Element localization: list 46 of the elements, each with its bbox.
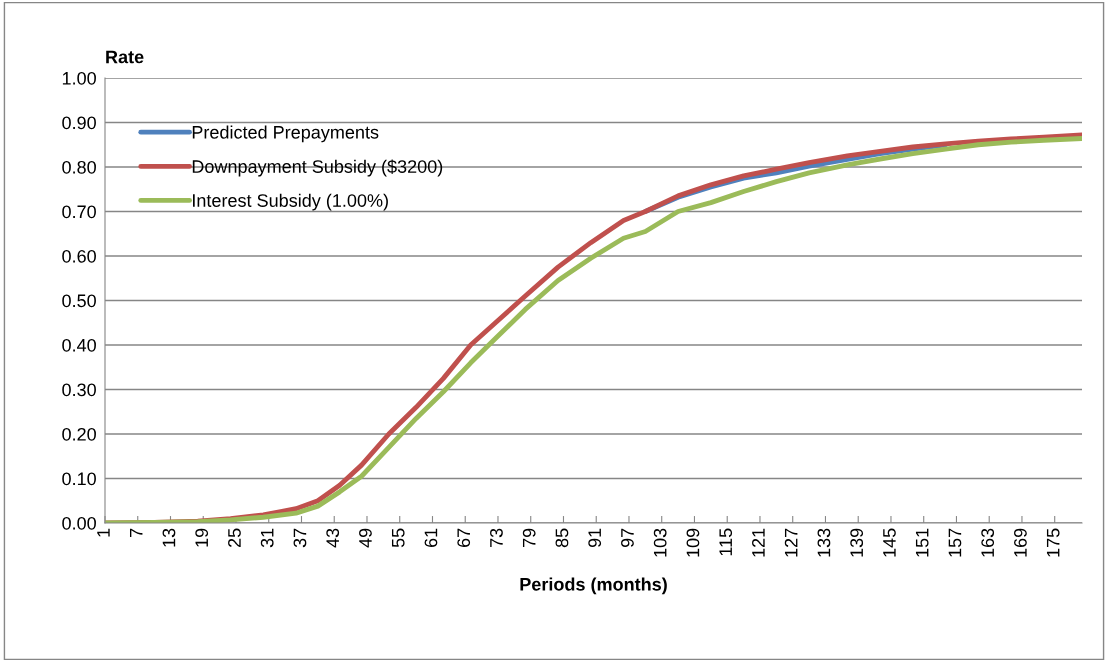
x-tick-label: 175 bbox=[1046, 528, 1060, 557]
x-tick-label: 37 bbox=[293, 528, 307, 548]
x-tick-label: 103 bbox=[653, 528, 667, 557]
x-tick-label: 79 bbox=[522, 528, 536, 548]
x-tick-label: 19 bbox=[195, 528, 209, 547]
x-tick-label: 115 bbox=[719, 528, 733, 556]
x-tick-label: 13 bbox=[162, 528, 176, 547]
y-tick-label: 1.00 bbox=[62, 71, 96, 85]
x-tick-label: 67 bbox=[457, 528, 471, 548]
x-tick-label: 7 bbox=[130, 528, 143, 537]
x-tick-label: 109 bbox=[686, 528, 700, 557]
y-tick-label: 0.10 bbox=[62, 472, 96, 486]
x-tick-label: 1 bbox=[97, 528, 110, 537]
x-axis-title: Periods (months) bbox=[520, 577, 667, 595]
x-tick-label: 157 bbox=[948, 528, 962, 557]
legend-label: Predicted Prepayments bbox=[192, 125, 379, 143]
y-tick-label: 0.50 bbox=[62, 294, 96, 308]
x-tick-label: 91 bbox=[588, 528, 602, 548]
x-tick-label: 55 bbox=[391, 528, 405, 548]
x-tick-label: 121 bbox=[752, 528, 765, 557]
y-tick-label: 0.20 bbox=[62, 427, 96, 441]
x-tick-label: 43 bbox=[326, 528, 340, 548]
y-tick-label: 0.00 bbox=[62, 516, 96, 530]
x-tick-label: 139 bbox=[850, 528, 864, 557]
y-tick-label: 0.70 bbox=[62, 205, 96, 219]
legend-label: Interest Subsidy (1.00%) bbox=[193, 193, 388, 211]
y-axis-title: Rate bbox=[106, 50, 144, 64]
x-tick-label: 31 bbox=[260, 528, 274, 548]
x-tick-label: 73 bbox=[490, 528, 503, 548]
x-tick-label: 85 bbox=[555, 528, 569, 548]
y-tick-label: 0.90 bbox=[62, 116, 96, 130]
x-tick-label: 49 bbox=[359, 528, 372, 548]
x-tick-label: 133 bbox=[817, 528, 831, 557]
legend-label: Downpayment Subsidy ($3200) bbox=[192, 159, 443, 177]
x-tick-label: 163 bbox=[981, 528, 995, 557]
y-tick-label: 0.30 bbox=[62, 383, 96, 397]
x-tick-label: 25 bbox=[228, 528, 241, 548]
y-tick-label: 0.60 bbox=[62, 249, 96, 263]
x-tick-label: 127 bbox=[784, 528, 798, 557]
y-tick-label: 0.40 bbox=[62, 338, 96, 352]
x-tick-label: 145 bbox=[883, 528, 896, 557]
y-tick-label: 0.80 bbox=[62, 160, 96, 174]
x-tick-label: 61 bbox=[424, 528, 438, 548]
x-tick-label: 169 bbox=[1014, 528, 1027, 557]
x-tick-label: 151 bbox=[915, 528, 929, 557]
x-tick-label: 97 bbox=[621, 528, 634, 548]
